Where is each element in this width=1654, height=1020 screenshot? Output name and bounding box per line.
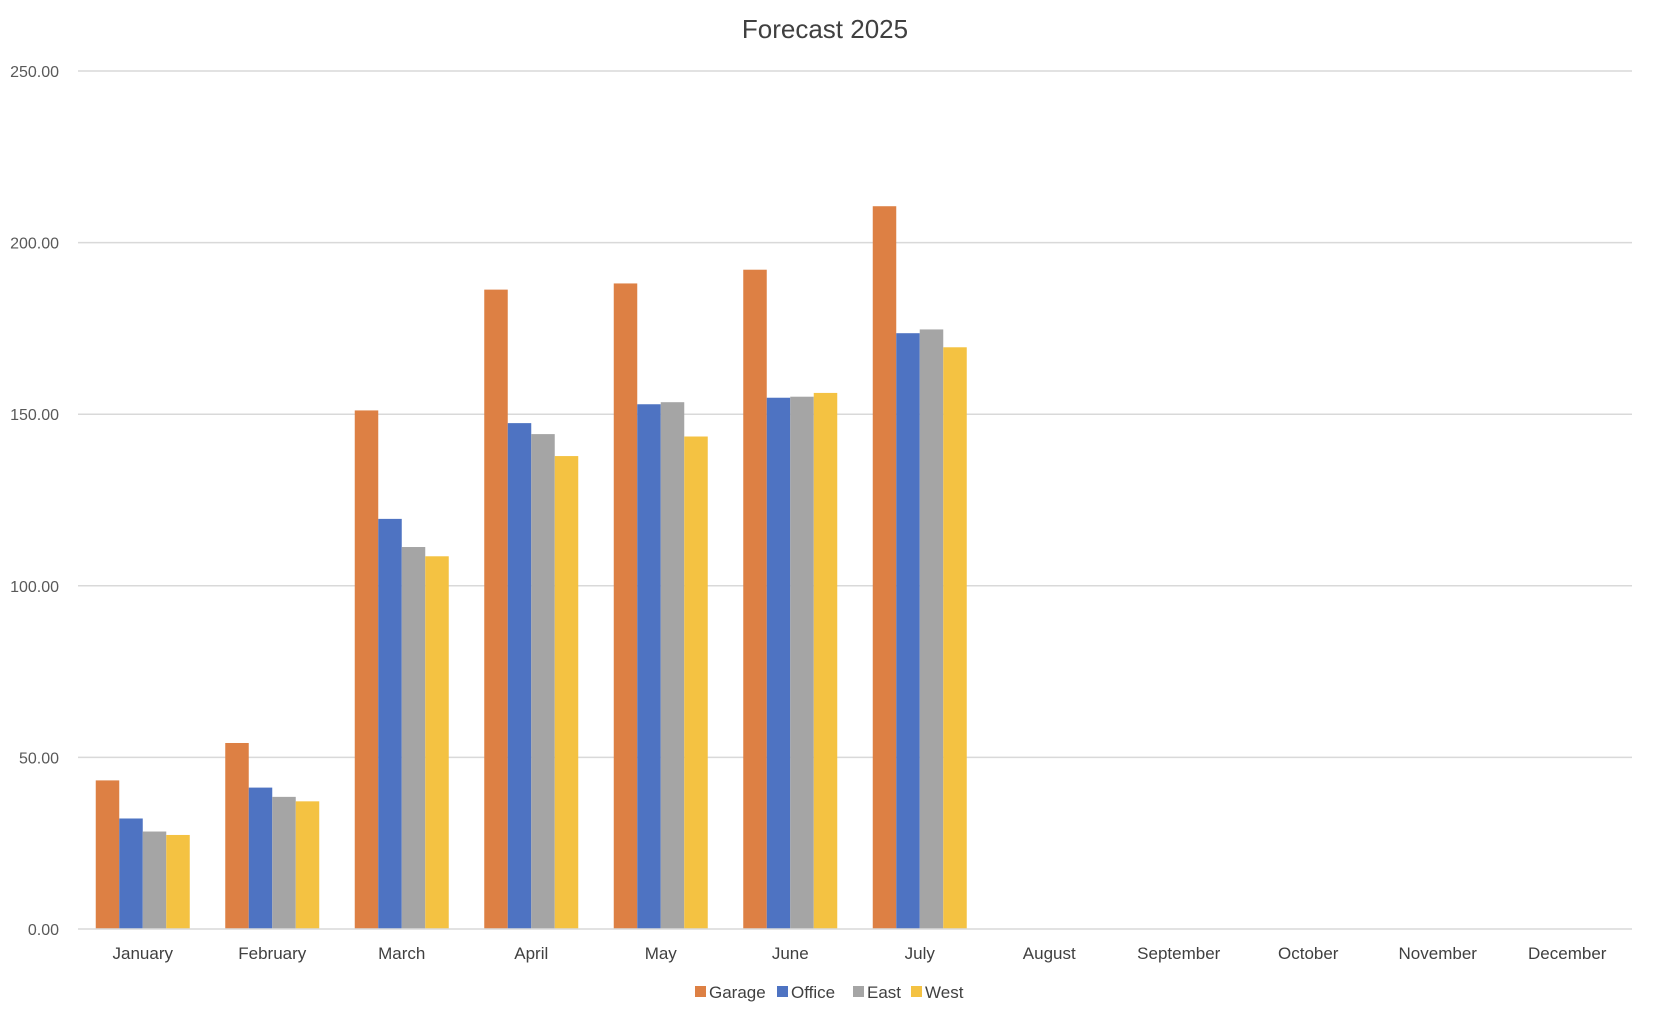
bar-west-april xyxy=(554,456,579,929)
legend-label-west: West xyxy=(925,983,964,1002)
legend-label-office: Office xyxy=(791,983,835,1002)
bar-east-may xyxy=(660,402,685,929)
legend-label-east: East xyxy=(867,983,901,1002)
legend-label-garage: Garage xyxy=(709,983,766,1002)
bars xyxy=(95,206,967,930)
y-tick-label: 250.00 xyxy=(10,64,59,81)
bar-east-march xyxy=(401,547,426,929)
bar-east-february xyxy=(272,796,296,929)
bar-west-june xyxy=(813,392,838,929)
bar-garage-january xyxy=(95,780,120,929)
x-tick-label: February xyxy=(238,944,307,963)
bar-west-february xyxy=(295,801,320,929)
y-tick-label: 50.00 xyxy=(19,750,59,767)
y-tick-label: 150.00 xyxy=(10,407,59,424)
bar-office-may xyxy=(637,404,661,929)
bar-office-june xyxy=(766,397,791,930)
bar-office-january xyxy=(119,818,143,929)
gridlines xyxy=(78,70,1632,759)
x-tick-label: May xyxy=(645,944,678,963)
x-tick-label: March xyxy=(378,944,425,963)
bar-office-february xyxy=(248,787,273,929)
legend-swatch-garage xyxy=(695,986,706,997)
legend-swatch-office xyxy=(777,986,788,997)
bar-east-july xyxy=(919,329,944,929)
x-tick-label: November xyxy=(1399,944,1478,963)
bar-garage-february xyxy=(225,742,249,929)
bar-west-march xyxy=(425,556,449,929)
bar-west-july xyxy=(943,347,967,929)
bar-office-april xyxy=(507,423,532,929)
bar-garage-may xyxy=(613,283,638,929)
x-tick-label: August xyxy=(1023,944,1076,963)
bar-east-january xyxy=(142,831,167,929)
bar-garage-july xyxy=(872,206,897,930)
bar-east-april xyxy=(531,434,555,929)
bar-garage-june xyxy=(743,269,767,930)
x-axis-category-labels: January February March April May June July Augu… xyxy=(113,944,1607,963)
bar-office-july xyxy=(896,333,920,929)
chart-title: Forecast 2025 xyxy=(742,14,908,44)
legend: Garage Office East West xyxy=(695,983,964,1002)
x-tick-label: December xyxy=(1528,944,1607,963)
y-tick-label: 100.00 xyxy=(10,579,59,596)
x-tick-label: July xyxy=(905,944,936,963)
bar-east-june xyxy=(790,396,814,929)
x-tick-label: September xyxy=(1137,944,1220,963)
bar-garage-march xyxy=(354,410,379,929)
x-tick-label: April xyxy=(514,944,548,963)
legend-swatch-west xyxy=(911,986,922,997)
legend-swatch-east xyxy=(853,986,864,997)
bar-west-may xyxy=(684,436,708,929)
y-tick-label: 0.00 xyxy=(28,922,59,939)
bar-garage-april xyxy=(484,289,508,929)
x-tick-label: January xyxy=(113,944,174,963)
y-tick-label: 200.00 xyxy=(10,236,59,253)
bar-west-january xyxy=(166,834,190,929)
bar-office-march xyxy=(378,518,402,929)
y-axis-tick-labels: 0.00 50.00 100.00 150.00 200.00 250.00 xyxy=(10,64,59,939)
x-tick-label: June xyxy=(772,944,809,963)
x-tick-label: October xyxy=(1278,944,1339,963)
